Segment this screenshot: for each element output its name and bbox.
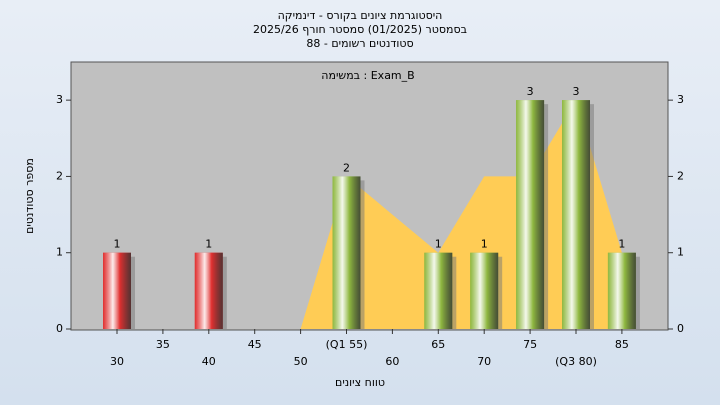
bar-shine [103,252,131,329]
bar-shine [470,252,499,329]
y-tick-label: 0 [56,322,63,335]
x-tick-label: 75 [523,338,537,351]
x-tick-label: 65 [431,338,445,351]
x-tick-label: 35 [156,338,170,351]
y-tick-label: 3 [56,93,63,106]
title-line: סטודנטים רשומים - 88 [306,37,413,50]
title-line: היסטוגרמת ציונים בקורס - דינמיקה [278,9,443,22]
x-tick-label: 45 [248,338,262,351]
y-axis-label: מספר סטודנטים [23,158,36,234]
data-label: 1 [481,238,488,251]
data-label: 1 [114,238,121,251]
y-tick-label: 3 [677,93,684,106]
data-label: 3 [573,85,580,98]
bar-shine [516,100,545,330]
y-tick-label: 0 [677,322,684,335]
bar-shine [607,252,636,329]
data-label: 3 [527,85,534,98]
data-label: 1 [618,238,625,251]
title-line: בסמסטר (01/2025) סמסטר חורף 2025/26 [253,23,467,36]
x-tick-label: (Q3 80) [555,355,597,368]
x-tick-label: 85 [615,338,629,351]
y-tick-label: 2 [677,169,684,182]
data-label: 1 [435,238,442,251]
y-tick-label: 2 [56,169,63,182]
x-tick-label: 60 [385,355,399,368]
data-label: 1 [205,238,212,251]
bar-shine [562,100,590,330]
y-tick-label: 1 [677,246,684,259]
x-tick-label: (Q1 55) [326,338,368,351]
bar-shine [424,252,453,329]
y-tick-label: 1 [56,246,63,259]
data-label: 2 [343,161,350,174]
x-tick-label: 70 [477,355,491,368]
x-tick-label: 40 [202,355,216,368]
x-tick-label: 30 [110,355,124,368]
annotation: במשימה : Exam_B [321,69,414,82]
bar-shine [332,176,361,329]
x-axis-label: טווח ציונים [335,376,385,389]
bar-shine [194,252,223,329]
x-tick-label: 50 [294,355,308,368]
